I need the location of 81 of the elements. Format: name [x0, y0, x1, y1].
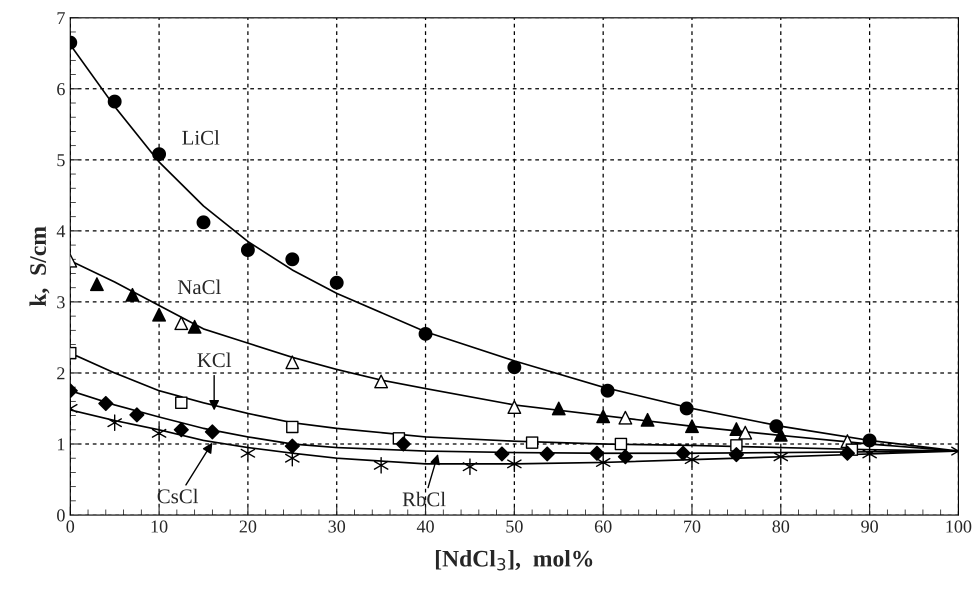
annotation: LiCl: [182, 130, 220, 145]
annotation: CsCl: [158, 488, 198, 504]
annotation: KCl: [197, 352, 232, 368]
point: [684, 451, 700, 468]
x-tick-label: 20: [240, 520, 256, 533]
x-tick-label: 60: [594, 520, 612, 533]
point: [174, 422, 189, 438]
y-tick-label: 1: [58, 438, 64, 450]
x-tick-label: 70: [684, 520, 700, 533]
point: [862, 434, 877, 448]
point: [188, 320, 202, 334]
point: [618, 410, 632, 425]
y-tick-label: 2: [57, 367, 64, 380]
point: [729, 422, 744, 436]
point: [640, 412, 655, 427]
point: [108, 94, 122, 109]
point: [152, 308, 166, 322]
x-tick-label: 10: [152, 520, 168, 533]
point: [175, 396, 188, 410]
point: [540, 446, 555, 462]
point: [285, 252, 300, 266]
point: [680, 402, 694, 416]
point: [769, 419, 784, 434]
y-axis-title: k, S/cm: [29, 226, 50, 306]
point: [494, 446, 510, 462]
point: [286, 420, 299, 434]
annotation: NaCl: [178, 280, 221, 294]
point: [129, 407, 144, 422]
point: [152, 147, 166, 162]
point: [596, 454, 610, 471]
point: [107, 414, 122, 432]
point: [600, 384, 615, 398]
y-tick-label: 5: [57, 154, 65, 166]
x-tick-label: 0: [66, 520, 74, 533]
point: [507, 456, 522, 472]
point: [840, 446, 855, 461]
x-axis-title: [NdCl$_{3}$], mol%: [436, 550, 592, 571]
point: [596, 409, 610, 424]
point: [738, 426, 752, 440]
point: [240, 243, 255, 258]
point: [526, 436, 538, 449]
point: [374, 374, 388, 388]
annotation: RbCl: [402, 492, 446, 506]
point: [676, 446, 691, 461]
x-tick-label: 40: [416, 520, 434, 533]
point: [240, 444, 256, 462]
x-tick-label: 80: [772, 520, 790, 533]
y-tick-label: 6: [57, 83, 65, 96]
point: [614, 438, 628, 450]
point: [418, 326, 432, 341]
point: [196, 215, 210, 230]
x-tick-label: 50: [506, 520, 523, 533]
point: [862, 446, 877, 462]
point: [285, 355, 300, 370]
point: [396, 436, 411, 452]
y-tick-label: 0: [57, 509, 65, 522]
point: [98, 396, 114, 412]
point: [204, 424, 220, 440]
point: [685, 419, 699, 434]
point: [284, 438, 300, 454]
point: [330, 276, 344, 290]
x-tick-label: 30: [328, 520, 346, 533]
point: [552, 402, 566, 416]
point: [174, 316, 188, 330]
point: [462, 458, 478, 476]
point: [589, 446, 605, 461]
x-tick-label: 90: [861, 520, 878, 533]
point: [728, 447, 744, 462]
point: [374, 456, 388, 474]
point: [126, 288, 140, 302]
point: [152, 425, 166, 442]
point: [90, 277, 104, 292]
y-tick-label: 3: [57, 296, 65, 308]
point: [507, 400, 522, 414]
point: [774, 428, 788, 442]
point: [773, 448, 788, 466]
point: [618, 449, 633, 464]
y-tick-label: 7: [58, 12, 65, 24]
x-tick-label: 100: [946, 520, 972, 533]
point: [507, 360, 522, 374]
y-tick-label: 4: [56, 225, 66, 238]
